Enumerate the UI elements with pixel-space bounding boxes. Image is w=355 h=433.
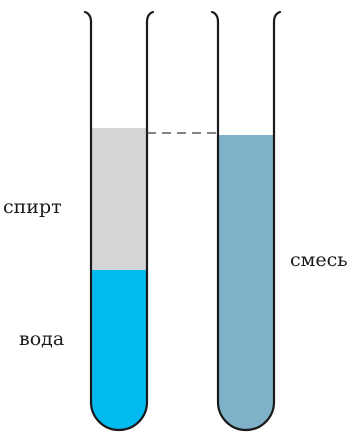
left-tube [83, 10, 155, 432]
right-tube [210, 10, 282, 432]
mixture-layer [218, 135, 274, 430]
water-layer [91, 270, 147, 430]
alcohol-label: спирт [3, 196, 62, 218]
right-tube-outline [210, 10, 282, 432]
water-label: вода [19, 328, 64, 350]
alcohol-layer [91, 128, 147, 270]
mixture-label: смесь [290, 249, 348, 271]
left-tube-outline [83, 10, 155, 432]
